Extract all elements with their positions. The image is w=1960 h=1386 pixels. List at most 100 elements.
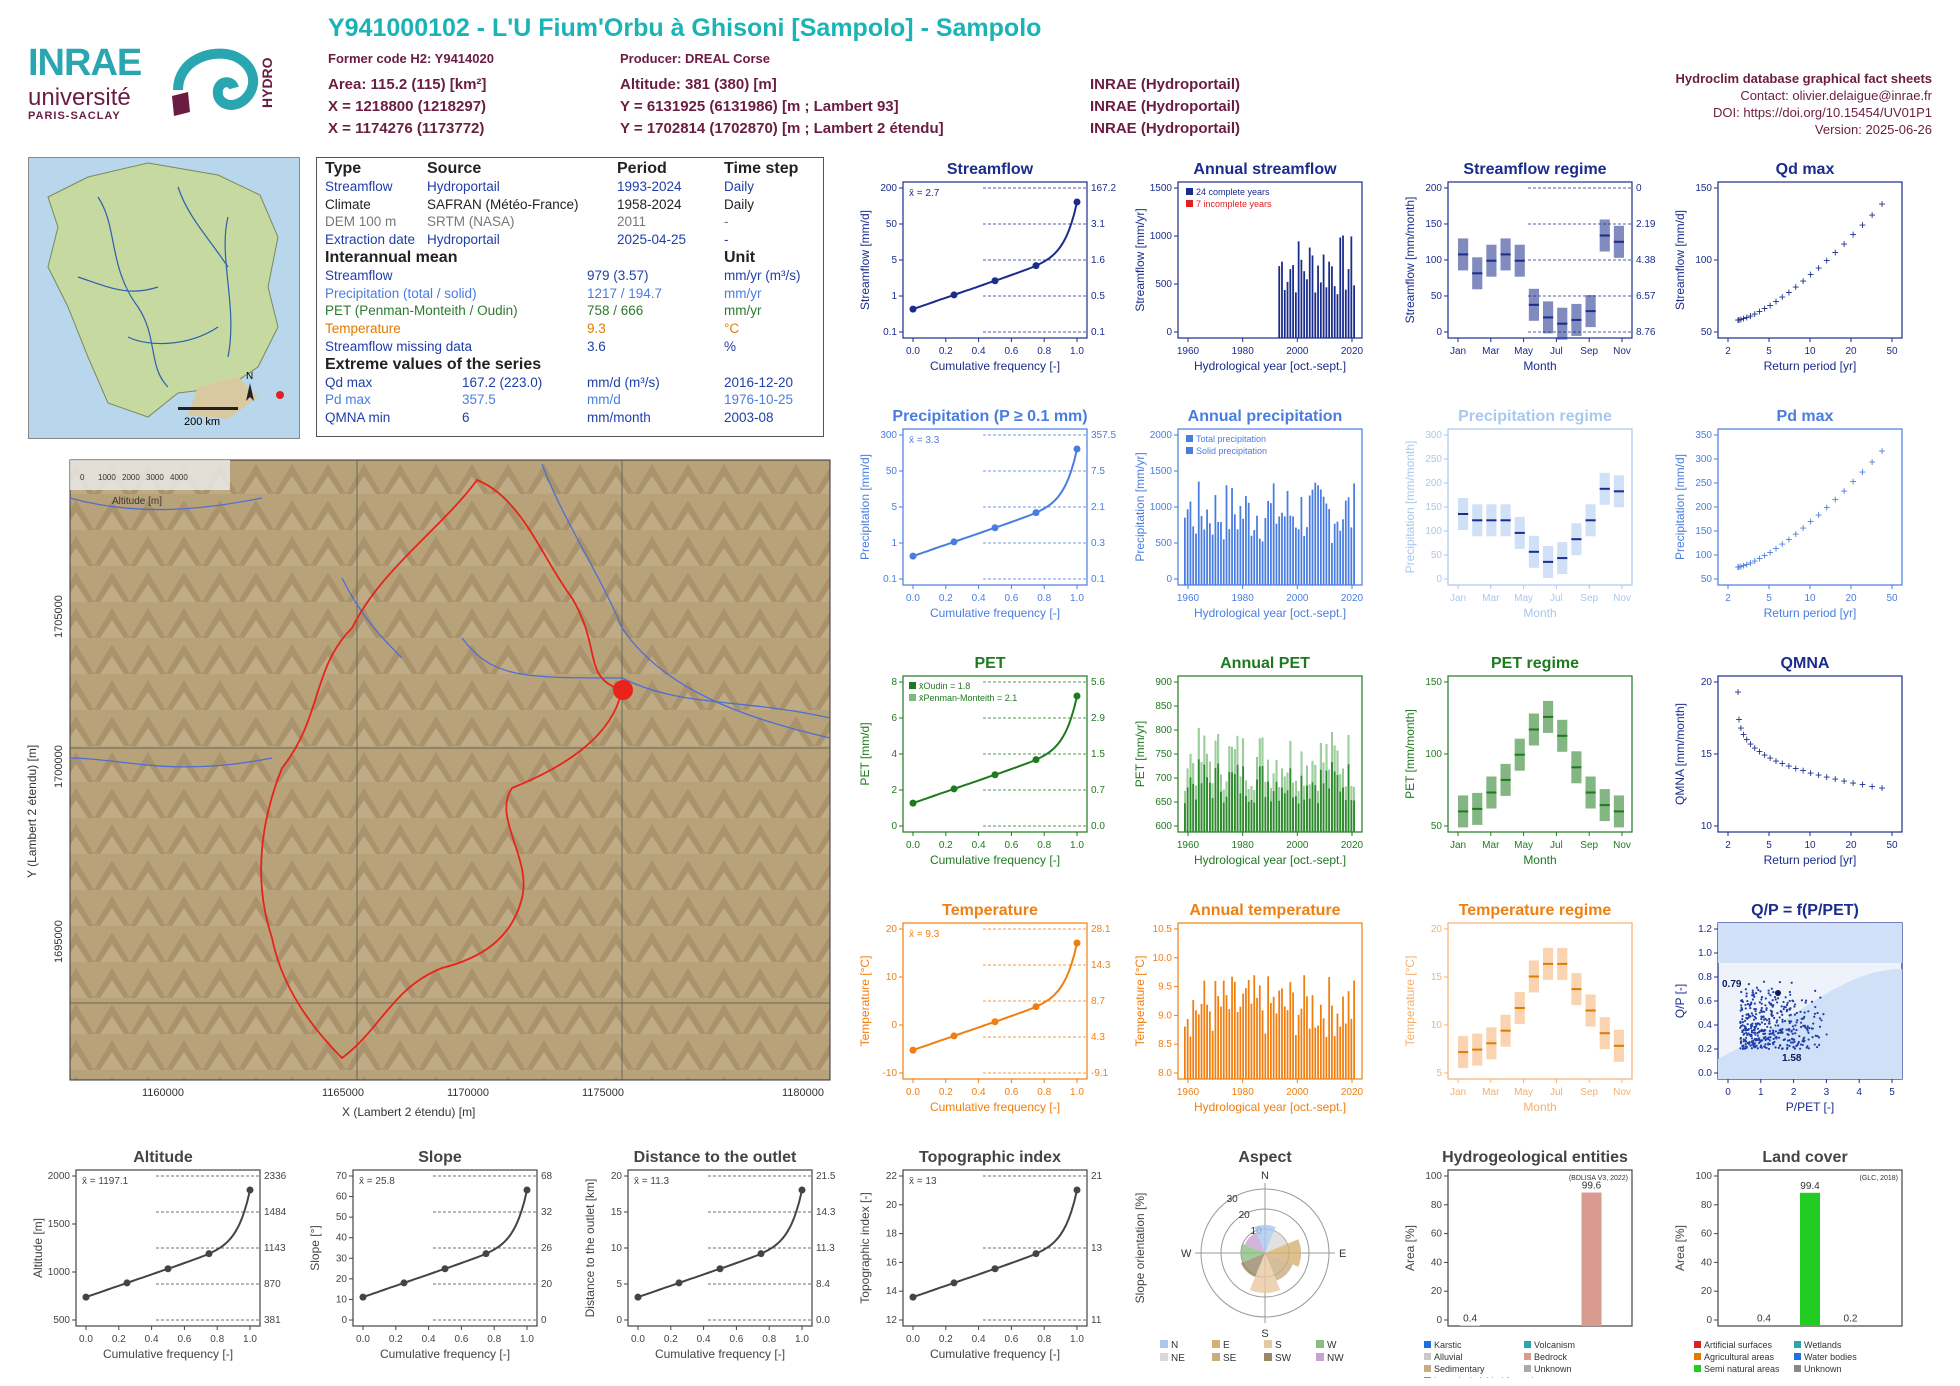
- annual-bar-pm: [1294, 780, 1297, 797]
- annual-bar-oudin: [1339, 791, 1342, 832]
- daily-point: [1746, 1028, 1749, 1032]
- doi-link[interactable]: DOI: https://doi.org/10.15454/UV01P1: [1713, 105, 1932, 120]
- x-tick-label: Nov: [1613, 346, 1631, 357]
- x-tick-label: 1960: [1177, 1087, 1200, 1098]
- legend-label: x̄Oudin = 1.8: [919, 681, 970, 691]
- x-tick-label: Jul: [1550, 1087, 1563, 1098]
- row-type: Streamflow: [325, 178, 393, 194]
- annual-bar-pm: [1300, 751, 1303, 776]
- quantile-point: [1032, 756, 1040, 764]
- daily-point: [1770, 1010, 1774, 1013]
- y-axis-label: PET [mm/month]: [1403, 709, 1417, 799]
- x-tick-label: May: [1514, 593, 1533, 604]
- daily-point: [1749, 1015, 1752, 1018]
- daily-point: [1767, 992, 1770, 995]
- source-label: (GLC, 2018): [1859, 1175, 1898, 1182]
- daily-point: [1786, 1033, 1789, 1036]
- daily-point: [1745, 992, 1748, 995]
- annual-bar-oudin: [1308, 798, 1311, 832]
- x-tick-label: 1.0: [1070, 593, 1084, 604]
- annual-bar-pm: [1297, 791, 1300, 804]
- annual-bar: [1289, 515, 1292, 585]
- y-tick-label: 1.0: [1698, 948, 1712, 959]
- svg-text:1160000: 1160000: [142, 1087, 184, 1099]
- annual-bar-oudin: [1231, 772, 1233, 832]
- y-tick-label: 0.2: [1698, 1044, 1712, 1055]
- producer: Producer: DREAL Corse: [620, 51, 771, 66]
- x-tick-label: 0.2: [939, 593, 953, 604]
- x-tick-label: 50: [1886, 593, 1898, 604]
- annual-bar: [1220, 1006, 1222, 1079]
- annual-bar: [1344, 500, 1347, 585]
- y-tick-label: 8: [891, 677, 897, 688]
- x-tick-label: 0.4: [972, 346, 986, 357]
- x-tick-label: 2020: [1341, 840, 1364, 851]
- annual-bar: [1283, 290, 1286, 338]
- daily-point: [1819, 996, 1822, 999]
- x-tick-label: 0.6: [454, 1334, 468, 1345]
- annual-bar: [1306, 527, 1308, 585]
- quantile-point: [1032, 509, 1040, 517]
- daily-point: [1807, 1010, 1810, 1013]
- chart-3: Qd max Streamflow [mm/d] Return period [yr…: [1673, 161, 1903, 373]
- mean-value: 3.6: [587, 338, 606, 354]
- col-type: Type: [325, 160, 362, 177]
- quantile-point: [1032, 1003, 1040, 1011]
- annual-bar: [1242, 993, 1245, 1079]
- y-tick-label: 2: [891, 785, 897, 796]
- x-tick-label: 0.4: [972, 593, 986, 604]
- return-period-point: +: [1815, 261, 1822, 275]
- x-tick-label: 1.0: [1070, 1334, 1084, 1345]
- right-tick-label: 0.1: [1091, 574, 1105, 585]
- daily-point: [1752, 1045, 1755, 1048]
- legend-swatch: [1794, 1341, 1801, 1348]
- daily-point: [1818, 1043, 1821, 1046]
- annual-bar-oudin: [1317, 803, 1319, 832]
- x-tick-label: 2020: [1341, 593, 1364, 604]
- daily-point: [1790, 1030, 1793, 1033]
- right-tick-label: 167.2: [1091, 183, 1116, 194]
- daily-point: [1784, 996, 1787, 999]
- daily-point: [1758, 1041, 1761, 1044]
- annual-bar: [1336, 1013, 1339, 1079]
- annual-bar-oudin: [1314, 785, 1317, 832]
- annual-bar-oudin: [1256, 779, 1258, 832]
- x-tick-label: 1980: [1232, 840, 1255, 851]
- chart-16: Altitude Altitude [m] Cumulative frequency…: [31, 1149, 287, 1361]
- daily-point: [1751, 1014, 1755, 1017]
- y-tick-label: 150: [1425, 502, 1442, 513]
- y-tick-label: 5: [891, 502, 897, 513]
- database-name: Hydroclim database graphical fact sheets: [1675, 71, 1932, 86]
- annual-bar: [1300, 496, 1303, 585]
- x-tick-label: 50: [1886, 346, 1898, 357]
- contact[interactable]: Contact: olivier.delaigue@inrae.fr: [1740, 88, 1932, 103]
- credits: Hydroclim database graphical fact sheets…: [1676, 70, 1932, 138]
- return-period-point: +: [1772, 541, 1779, 555]
- daily-point: [1755, 991, 1758, 995]
- y-tick-label: 14: [886, 1286, 898, 1297]
- annual-bar-oudin: [1184, 803, 1186, 832]
- annual-bar-pm: [1325, 744, 1328, 771]
- chart-title: PET regime: [1491, 655, 1579, 672]
- daily-point: [1785, 1003, 1789, 1007]
- annual-bar-pm: [1331, 732, 1333, 763]
- x-axis-label: Cumulative frequency [-]: [103, 1347, 233, 1361]
- return-period-point: +: [1850, 776, 1857, 790]
- right-tick-label: 4.38: [1636, 255, 1656, 266]
- annual-bar-oudin: [1289, 768, 1292, 832]
- annual-bar-oudin: [1192, 783, 1195, 832]
- annual-bar: [1228, 529, 1231, 585]
- annual-bar: [1308, 247, 1311, 338]
- annual-bar-pm: [1314, 764, 1317, 786]
- return-period-point: +: [1807, 268, 1814, 282]
- y-tick-label: 750: [1155, 749, 1172, 760]
- right-tick-label: 21.5: [816, 1171, 836, 1182]
- daily-point: [1754, 1017, 1758, 1020]
- dir-label: E: [1339, 1248, 1346, 1260]
- hydro-logo-icon: HYDRO: [172, 48, 275, 116]
- y-tick-label: 5: [891, 255, 897, 266]
- france-inset-map: N 200 km: [28, 157, 300, 439]
- annual-bar-oudin: [1281, 787, 1283, 832]
- daily-point: [1761, 1010, 1764, 1013]
- y-tick-label: 850: [1155, 701, 1172, 712]
